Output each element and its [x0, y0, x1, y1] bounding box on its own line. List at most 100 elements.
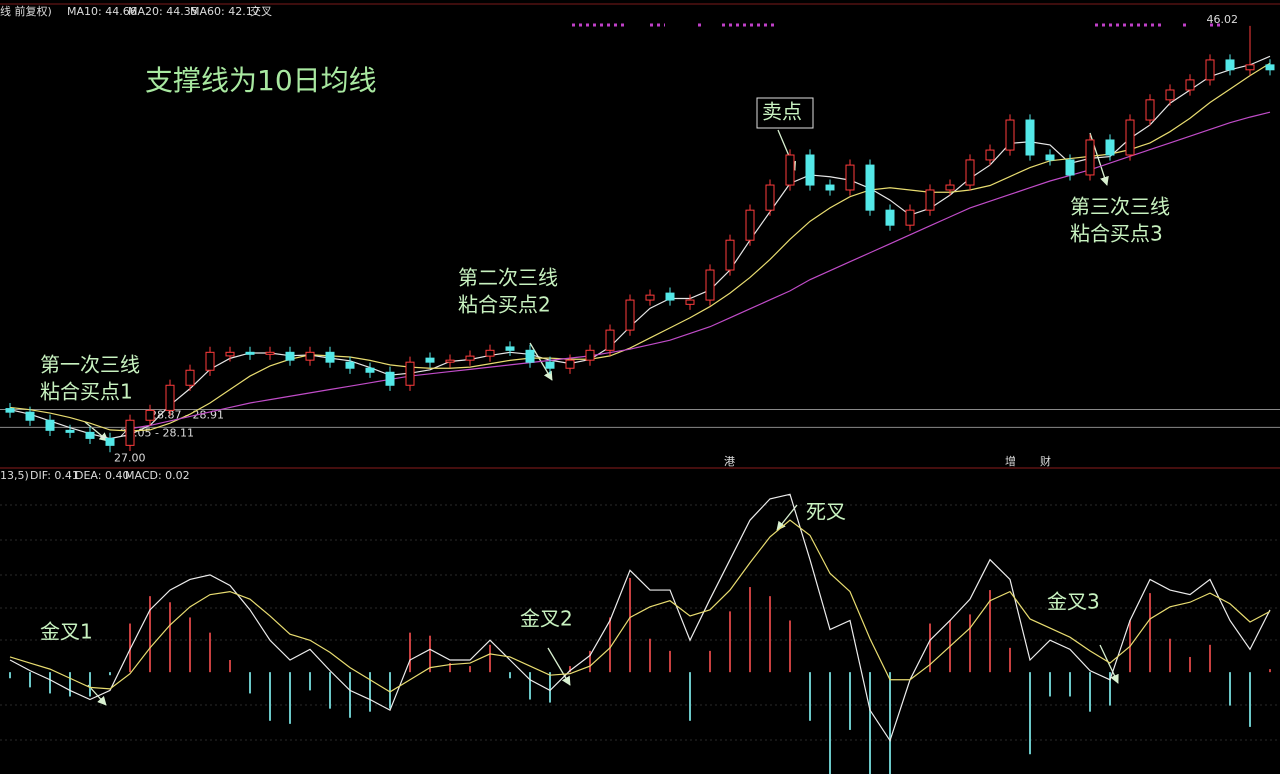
- candle-body: [625, 299, 635, 331]
- legend-label: DIF: 0.41: [30, 469, 79, 482]
- candle-body: [945, 184, 955, 191]
- candle-body: [885, 209, 895, 226]
- candle-body: [25, 411, 35, 421]
- candle-body: [425, 357, 435, 363]
- annotation: 卖点: [762, 100, 802, 124]
- legend-label: MACD: 0.02: [125, 469, 190, 482]
- candle-body: [925, 189, 935, 211]
- candle-body: [245, 351, 255, 355]
- candle-body: [545, 361, 555, 369]
- candle-body: [805, 154, 815, 186]
- panel-title: 13,5): [0, 469, 29, 482]
- candle-body: [105, 437, 115, 446]
- annotation: 第三次三线: [1070, 195, 1170, 219]
- candle-body: [305, 351, 315, 361]
- candle-body: [125, 419, 135, 446]
- candle-body: [1225, 59, 1235, 71]
- candle-body: [745, 209, 755, 241]
- candle-body: [65, 429, 75, 433]
- annotation: 支撑线为10日均线: [145, 64, 377, 97]
- candle-body: [845, 164, 855, 191]
- candle-body: [285, 351, 295, 361]
- annotation: 第一次三线: [40, 353, 140, 377]
- candle-body: [905, 209, 915, 226]
- level-label: 28.05 - 28.11: [120, 426, 194, 439]
- candle-body: [225, 351, 235, 357]
- legend-note: 交叉: [250, 4, 272, 18]
- candle-body: [865, 164, 875, 211]
- annotation: 粘合买点1: [40, 380, 133, 404]
- candle-body: [85, 431, 95, 439]
- candle-body: [165, 384, 175, 411]
- candle-body: [445, 359, 455, 363]
- series-line: [9, 55, 1271, 440]
- candle-body: [725, 239, 735, 271]
- candle-body: [365, 367, 375, 373]
- arrow: [547, 647, 571, 686]
- candle-body: [1265, 64, 1275, 71]
- arrow: [84, 421, 109, 442]
- candle-body: [1065, 159, 1075, 176]
- series-line: [9, 493, 1271, 742]
- candle-body: [465, 355, 475, 361]
- candle-body: [205, 351, 215, 371]
- series-line: [9, 62, 1271, 432]
- candle-body: [525, 349, 535, 363]
- candle-body: [345, 361, 355, 369]
- annotation: 粘合买点3: [1070, 222, 1163, 246]
- candle-body: [1105, 139, 1115, 156]
- legend-label: MA60: 42.17: [190, 5, 260, 18]
- extreme-label: 27.00: [114, 451, 146, 464]
- series-line: [9, 519, 1271, 693]
- candle-body: [685, 299, 695, 305]
- candle-body: [825, 184, 835, 191]
- candle-body: [145, 409, 155, 421]
- candle-body: [45, 419, 55, 431]
- candle-body: [405, 361, 415, 386]
- macd-grid: [0, 504, 1280, 741]
- annotation: 第二次三线: [458, 266, 558, 290]
- candle-body: [5, 408, 15, 413]
- candle-body: [785, 154, 795, 186]
- candle-body: [1005, 119, 1015, 151]
- annotation: 死叉: [806, 500, 846, 524]
- sell-box: [756, 97, 814, 129]
- candle-body: [765, 184, 775, 211]
- event-tag: 港: [724, 455, 735, 468]
- event-tag: 财: [1040, 454, 1051, 468]
- annotation: 金叉1: [40, 620, 93, 644]
- candle-body: [965, 159, 975, 186]
- candle-body: [565, 359, 575, 369]
- legend-label: MA20: 44.35: [128, 5, 198, 18]
- candle-body: [385, 371, 395, 386]
- candle-body: [1085, 139, 1095, 176]
- candle-body: [265, 351, 275, 355]
- candle-body: [1205, 59, 1215, 81]
- legend-label: DEA: 0.40: [75, 469, 129, 482]
- annotation: 金叉3: [1047, 590, 1100, 614]
- candle-body: [645, 294, 655, 301]
- series-line: [129, 111, 1271, 430]
- annotation: 粘合买点2: [458, 293, 551, 317]
- annotation: 金叉2: [520, 607, 573, 631]
- candle-body: [1145, 99, 1155, 121]
- arrow: [1099, 644, 1119, 684]
- candle-body: [1185, 79, 1195, 91]
- candle-body: [1165, 89, 1175, 101]
- candle-body: [1045, 154, 1055, 161]
- extreme-label: 46.02: [1207, 13, 1239, 26]
- candle-body: [185, 369, 195, 386]
- candle-body: [1025, 119, 1035, 156]
- candle-body: [505, 346, 515, 351]
- candle-body: [985, 149, 995, 161]
- candle-body: [1245, 64, 1255, 71]
- arrow: [776, 504, 798, 531]
- candle-body: [1125, 119, 1135, 156]
- candle-body: [325, 351, 335, 363]
- candle-body: [585, 349, 595, 361]
- panel-title: 线 前复权): [0, 4, 52, 18]
- candle-body: [705, 269, 715, 301]
